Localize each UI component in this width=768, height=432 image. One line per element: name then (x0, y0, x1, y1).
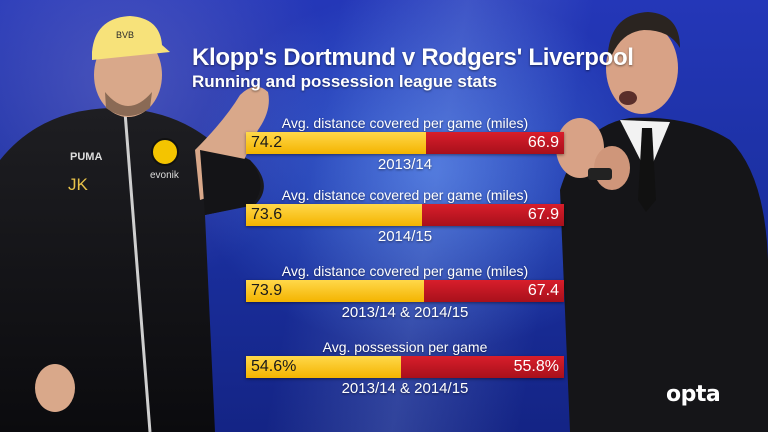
liverpool-value-label: 67.4 (527, 282, 559, 299)
metric-label: Avg. possession per game (322, 339, 488, 355)
metric-label: Avg. distance covered per game (miles) (281, 263, 529, 279)
stat-row: Avg. possession per game 54.6% 55.8% 201… (246, 338, 564, 400)
left-manager-figure: BVB JK PUMA evonik (0, 16, 269, 432)
shirt-sponsor: evonik (150, 170, 180, 181)
liverpool-value-label: 67.9 (527, 206, 559, 223)
season-label: 2013/14 & 2014/15 (341, 380, 469, 397)
dortmund-value-label: 73.9 (251, 282, 283, 299)
liverpool-bar-segment: 67.4 (424, 280, 564, 302)
stat-row: Avg. distance covered per game (miles) 7… (246, 186, 564, 248)
metric-label: Avg. distance covered per game (miles) (281, 187, 529, 203)
stat-row: Avg. distance covered per game (miles) 7… (246, 262, 564, 324)
season-label: 2013/14 & 2014/15 (341, 304, 469, 321)
dortmund-bar-segment: 73.6 (246, 204, 422, 226)
opta-logo: opta (666, 382, 721, 407)
dortmund-value-label: 54.6% (251, 358, 297, 375)
metric-label: Avg. distance covered per game (miles) (281, 115, 529, 131)
dortmund-bar-segment: 54.6% (246, 356, 401, 378)
cap-logo-text: BVB (116, 30, 134, 40)
stacked-bar: 54.6% 55.8% (246, 356, 564, 378)
liverpool-bar-segment: 55.8% (400, 356, 564, 378)
shirt-brand: PUMA (70, 151, 102, 163)
liverpool-value-label: 66.9 (527, 134, 559, 151)
dortmund-bar-segment: 73.9 (246, 280, 425, 302)
stacked-bar: 73.9 67.4 (246, 280, 564, 302)
chart-title: Klopp's Dortmund v Rodgers' Liverpool (192, 44, 634, 71)
liverpool-bar-segment: 66.9 (426, 132, 564, 154)
dortmund-value-label: 74.2 (251, 134, 283, 151)
season-label: 2013/14 (377, 156, 433, 173)
stacked-bar: 74.2 66.9 (246, 132, 564, 154)
dortmund-value-label: 73.6 (251, 206, 283, 223)
liverpool-bar-segment: 67.9 (421, 204, 564, 226)
shirt-initials: JK (68, 175, 89, 194)
stacked-bar: 73.6 67.9 (246, 204, 564, 226)
stat-row: Avg. distance covered per game (miles) 7… (246, 114, 564, 176)
liverpool-value-label: 55.8% (513, 358, 559, 375)
right-manager-figure (556, 12, 768, 432)
chart-subtitle: Running and possession league stats (192, 72, 498, 91)
season-label: 2014/15 (377, 228, 433, 245)
dortmund-bar-segment: 74.2 (246, 132, 427, 154)
